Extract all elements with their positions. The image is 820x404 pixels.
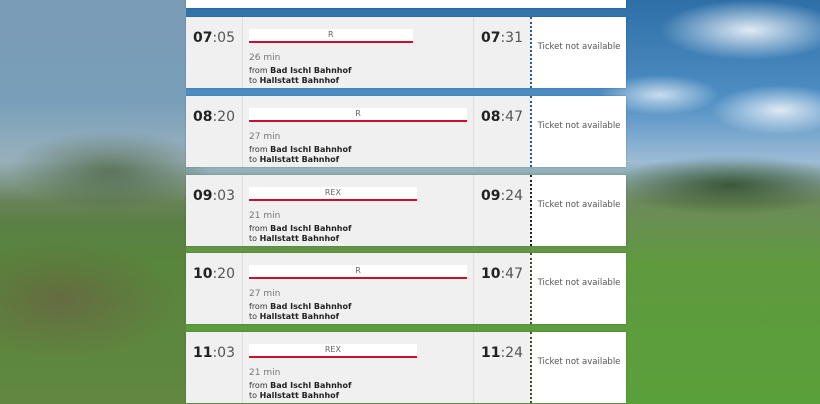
route: from Bad Ischl Bahnhof to Hallstatt Bahn… [249, 66, 467, 86]
arrival-minute: :47 [500, 109, 523, 125]
journey-details: R 27 min from Bad Ischl Bahnhof to Halls… [243, 253, 473, 324]
arrival-minute: :31 [500, 30, 523, 46]
arrival-minute: :47 [500, 266, 523, 282]
to-label: to [249, 76, 258, 85]
train-type-bar: REX [249, 187, 417, 201]
route: from Bad Ischl Bahnhof to Hallstatt Bahn… [249, 145, 467, 165]
arrival-hour: 09 [480, 188, 501, 204]
ticket-status: Ticket not available [532, 253, 626, 324]
connection-card[interactable]: 09:03 REX 21 min from Bad Ischl Bahnhof … [186, 175, 626, 246]
ticket-status: Ticket not available [532, 332, 626, 403]
journey-details: REX 21 min from Bad Ischl Bahnhof to Hal… [243, 175, 473, 246]
origin-station: Bad Ischl Bahnhof [270, 224, 352, 233]
arrival-minute: :24 [500, 345, 523, 361]
origin-station: Bad Ischl Bahnhof [270, 381, 352, 390]
previous-connection-card[interactable] [186, 0, 626, 8]
journey-details: REX 21 min from Bad Ischl Bahnhof to Hal… [243, 332, 473, 403]
route: from Bad Ischl Bahnhof to Hallstatt Bahn… [249, 381, 467, 401]
connection-card[interactable]: 11:03 REX 21 min from Bad Ischl Bahnhof … [186, 332, 626, 403]
ticket-status: Ticket not available [532, 96, 626, 167]
route: from Bad Ischl Bahnhof to Hallstatt Bahn… [249, 224, 467, 244]
departure-time: 10:20 [186, 253, 243, 324]
train-type-bar: REX [249, 344, 417, 358]
destination-station: Hallstatt Bahnhof [259, 312, 340, 321]
to-label: to [249, 155, 258, 164]
connection-card[interactable]: 10:20 R 27 min from Bad Ischl Bahnhof to… [186, 253, 626, 324]
ticket-status: Ticket not available [532, 17, 626, 88]
route: from Bad Ischl Bahnhof to Hallstatt Bahn… [249, 302, 467, 322]
from-label: from [249, 302, 268, 311]
from-label: from [249, 224, 268, 233]
origin-station: Bad Ischl Bahnhof [270, 66, 352, 75]
destination-station: Hallstatt Bahnhof [259, 391, 340, 400]
from-label: from [249, 66, 268, 75]
connection-card[interactable]: 07:05 R 26 min from Bad Ischl Bahnhof to… [186, 17, 626, 88]
to-label: to [249, 234, 258, 243]
departure-hour: 08 [192, 109, 213, 125]
destination-station: Hallstatt Bahnhof [259, 234, 340, 243]
duration: 27 min [249, 132, 281, 142]
departure-time: 07:05 [186, 17, 243, 88]
journey-details: R 26 min from Bad Ischl Bahnhof to Halls… [243, 17, 473, 88]
arrival-hour: 07 [480, 30, 501, 46]
departure-minute: :20 [212, 266, 235, 282]
arrival-time: 09:24 [473, 175, 532, 246]
arrival-time: 07:31 [473, 17, 532, 88]
departure-minute: :03 [212, 188, 235, 204]
departure-minute: :05 [212, 30, 235, 46]
duration: 21 min [249, 368, 281, 378]
departure-hour: 07 [192, 30, 213, 46]
from-label: from [249, 145, 268, 154]
departure-hour: 10 [192, 266, 213, 282]
arrival-time: 10:47 [473, 253, 532, 324]
arrival-hour: 11 [480, 345, 501, 361]
journey-details: R 27 min from Bad Ischl Bahnhof to Halls… [243, 96, 473, 167]
departure-time: 09:03 [186, 175, 243, 246]
departure-hour: 09 [192, 188, 213, 204]
connection-card[interactable]: 08:20 R 27 min from Bad Ischl Bahnhof to… [186, 96, 626, 167]
departure-minute: :20 [212, 109, 235, 125]
train-type-bar: R [249, 29, 413, 43]
to-label: to [249, 391, 258, 400]
duration: 26 min [249, 53, 281, 63]
departure-minute: :03 [212, 345, 235, 361]
background-photo [0, 0, 186, 404]
duration: 21 min [249, 211, 281, 221]
to-label: to [249, 312, 258, 321]
train-type-bar: R [249, 108, 467, 122]
arrival-hour: 10 [480, 266, 501, 282]
origin-station: Bad Ischl Bahnhof [270, 145, 352, 154]
destination-station: Hallstatt Bahnhof [259, 155, 340, 164]
ticket-status: Ticket not available [532, 175, 626, 246]
from-label: from [249, 381, 268, 390]
arrival-time: 11:24 [473, 332, 532, 403]
train-type-bar: R [249, 265, 467, 279]
destination-station: Hallstatt Bahnhof [259, 76, 340, 85]
departure-time: 08:20 [186, 96, 243, 167]
arrival-time: 08:47 [473, 96, 532, 167]
arrival-hour: 08 [480, 109, 501, 125]
departure-hour: 11 [192, 345, 213, 361]
arrival-minute: :24 [500, 188, 523, 204]
departure-time: 11:03 [186, 332, 243, 403]
origin-station: Bad Ischl Bahnhof [270, 302, 352, 311]
duration: 27 min [249, 289, 281, 299]
